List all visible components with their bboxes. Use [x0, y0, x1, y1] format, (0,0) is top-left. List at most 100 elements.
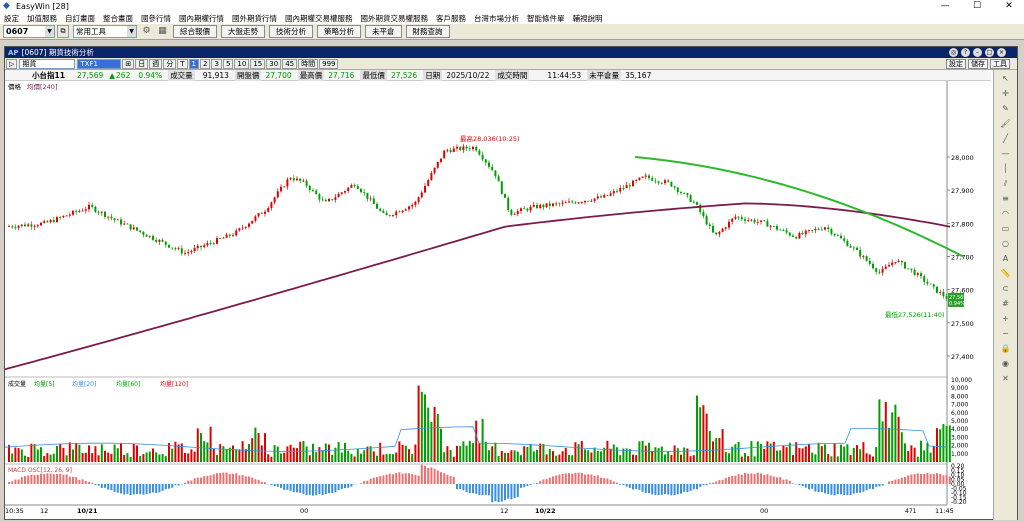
- maximize-icon[interactable]: □: [985, 48, 994, 57]
- period-button[interactable]: 時間: [298, 58, 319, 69]
- toolbar-button[interactable]: 未平倉: [365, 25, 402, 38]
- macd-bar: [161, 484, 164, 491]
- fib-icon[interactable]: ≡: [1002, 194, 1009, 203]
- menu-item[interactable]: 智能條件單: [527, 13, 565, 23]
- period-button[interactable]: 30: [266, 58, 282, 69]
- crosshair-icon[interactable]: ✛: [1002, 89, 1009, 98]
- period-button[interactable]: 15: [250, 58, 266, 69]
- lock-icon[interactable]: 🔒: [1000, 344, 1011, 353]
- minimize-icon[interactable]: –: [973, 48, 982, 57]
- macd-bar: [68, 476, 71, 484]
- volume-bar: [657, 448, 660, 462]
- menu-item[interactable]: 國內期權交易權服務: [285, 13, 353, 23]
- period-button[interactable]: 3: [211, 58, 222, 69]
- volume-bar: [747, 456, 750, 462]
- menu-item[interactable]: 設定: [4, 13, 19, 23]
- hline-icon[interactable]: —: [1001, 149, 1010, 158]
- toolbar-button[interactable]: 財務查詢: [405, 25, 450, 38]
- minimize-button[interactable]: —: [940, 1, 950, 11]
- close-icon[interactable]: ×: [997, 48, 1006, 57]
- period-button[interactable]: 週: [149, 58, 163, 69]
- period-button[interactable]: 45: [282, 58, 298, 69]
- volume-bar: [622, 448, 625, 462]
- arc-icon[interactable]: ◠: [1002, 209, 1009, 218]
- layout-icon[interactable]: ▦: [158, 26, 167, 36]
- toolbar-button[interactable]: 綜合報價: [173, 25, 217, 38]
- maximize-button[interactable]: ☐: [972, 1, 982, 11]
- candle: [600, 196, 602, 198]
- contract-select[interactable]: TXF1: [77, 58, 122, 69]
- rect-icon[interactable]: ▭: [1001, 224, 1010, 233]
- cursor-icon[interactable]: ↖: [1002, 74, 1009, 83]
- menu-item[interactable]: 自訂畫面: [65, 13, 95, 23]
- zoom-icon[interactable]: ⊞: [122, 58, 135, 69]
- period-button[interactable]: T: [177, 58, 188, 69]
- chart-plot-area[interactable]: 28,000 27,900 27,800 27,700 27,600 27,500 27,4…: [5, 81, 991, 517]
- period-button[interactable]: 分: [163, 58, 177, 69]
- menu-item[interactable]: 國外期貨行情: [232, 13, 277, 23]
- macd-bar: [254, 479, 257, 484]
- zoom-out-icon[interactable]: −: [1002, 329, 1009, 338]
- help-icon[interactable]: ?: [961, 48, 970, 57]
- menu-item[interactable]: 加值服務: [27, 13, 57, 23]
- menu-item[interactable]: 整合畫面: [103, 13, 133, 23]
- menu-item[interactable]: 國內期權行情: [179, 13, 224, 23]
- menu-item[interactable]: 輔視說明: [572, 13, 603, 23]
- link-icon[interactable]: ◎: [949, 48, 958, 57]
- magnet-icon[interactable]: ⊂: [1002, 284, 1009, 293]
- menu-item[interactable]: 國參行情: [141, 13, 171, 23]
- menu-item[interactable]: 客戶服務: [436, 13, 466, 23]
- candle: [664, 180, 666, 184]
- candle: [920, 273, 922, 277]
- volume-bar: [158, 454, 161, 462]
- play-icon[interactable]: ▷: [6, 58, 18, 69]
- gear-icon[interactable]: ⚙: [142, 26, 151, 36]
- save-button[interactable]: 儲存: [968, 59, 988, 69]
- pencil-icon[interactable]: ✎: [1002, 104, 1009, 113]
- volume-bar: [568, 454, 570, 462]
- period-button[interactable]: 5: [222, 58, 234, 69]
- volume-bar: [251, 438, 254, 462]
- macd-bar: [20, 477, 23, 484]
- toolbar-button[interactable]: 策略分析: [317, 25, 361, 38]
- grid-icon[interactable]: #: [1002, 299, 1009, 308]
- macd-bar: [641, 484, 644, 492]
- circle-icon[interactable]: ○: [1002, 239, 1009, 248]
- chevron-down-icon[interactable]: ▼: [45, 26, 54, 37]
- menu-item[interactable]: 台灣市場分析: [474, 13, 519, 23]
- macd-bar: [84, 480, 87, 484]
- toolbar-button[interactable]: 大盤走勢: [221, 25, 265, 38]
- vline-icon[interactable]: │: [1003, 164, 1008, 173]
- candle: [299, 178, 302, 182]
- text-icon[interactable]: A: [1002, 254, 1009, 263]
- candle: [769, 225, 772, 227]
- period-button[interactable]: 999: [319, 58, 339, 69]
- ruler-icon[interactable]: 📏: [1000, 269, 1011, 278]
- eye-icon[interactable]: ◉: [1002, 359, 1009, 368]
- settings-button[interactable]: 設定: [946, 59, 966, 69]
- macd-bar: [948, 476, 951, 484]
- tools-combo[interactable]: 常用工具 ▼: [73, 25, 137, 38]
- tools-button[interactable]: 工具: [990, 59, 1010, 69]
- product-select[interactable]: 期貨: [19, 58, 76, 69]
- delete-icon[interactable]: ✕: [1002, 374, 1009, 383]
- symbol-code-input[interactable]: 0607 ▼: [3, 25, 55, 38]
- candle: [491, 166, 494, 171]
- chevron-down-icon[interactable]: ▼: [127, 26, 136, 37]
- brush-icon[interactable]: 🖌: [1000, 119, 1011, 128]
- trendline-icon[interactable]: ╱: [1003, 134, 1008, 143]
- volume-bar: [321, 450, 324, 462]
- close-button[interactable]: ✕: [1005, 1, 1013, 11]
- candle: [737, 216, 740, 218]
- menu-item[interactable]: 國外期貨交易權服務: [360, 13, 429, 23]
- period-button[interactable]: 1: [188, 58, 200, 69]
- period-button[interactable]: 日: [135, 58, 149, 69]
- macd-bar: [488, 484, 490, 496]
- toolbar-button[interactable]: 技術分析: [269, 25, 313, 38]
- open-window-icon[interactable]: ⧉: [57, 25, 69, 38]
- zoom-in-icon[interactable]: +: [1002, 314, 1009, 323]
- period-button[interactable]: 2: [200, 58, 211, 69]
- period-button[interactable]: 10: [234, 58, 250, 69]
- channel-icon[interactable]: ⫽: [1003, 179, 1008, 188]
- candle: [545, 203, 548, 207]
